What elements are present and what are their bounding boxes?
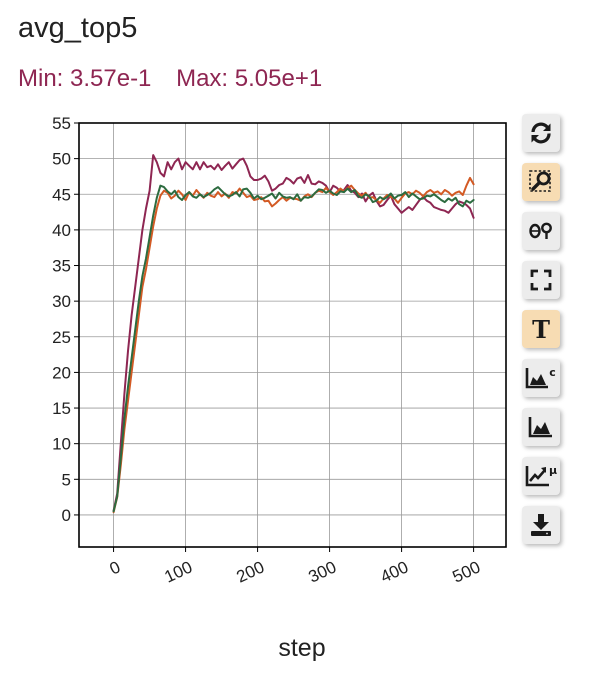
download-icon [531,514,551,536]
text-button[interactable]: T [522,310,560,348]
zoom-out-button[interactable] [522,212,560,250]
svg-text:μ: μ [549,464,557,477]
min-stat: Min: 3.57e-1 [18,65,152,92]
grid-lines [79,122,506,547]
chart-mu-button[interactable]: μ [522,457,560,495]
y-tick-label: 15 [52,399,71,418]
y-tick-label: 5 [62,470,71,489]
chart-title: avg_top5 [18,12,138,44]
series-line-3[interactable] [112,184,475,513]
x-tick-label: 400 [378,557,412,586]
y-tick-label: 0 [62,506,71,525]
plot-frame [78,122,507,548]
x-axis-label: step [278,634,326,662]
chart-c-button[interactable]: c [522,359,560,397]
svg-text:c: c [549,366,556,379]
min-max-stats: Min: 3.57e-1 Max: 5.05e+1 [18,65,340,93]
zoom-out-icon [529,222,552,239]
x-axis: 0 100 200 300 400 500 [107,547,484,587]
text-icon: T [532,316,550,342]
x-tick-label: 200 [234,557,268,586]
zoom-button[interactable] [522,163,560,201]
series-lines [112,154,475,514]
x-tick-label: 500 [450,557,484,586]
fullscreen-button[interactable] [522,261,560,299]
area-chart-c-icon: c [525,366,556,389]
zoom-rect-icon [529,170,551,192]
x-tick-label: 100 [162,557,196,586]
sync-icon [531,122,551,144]
chart-button[interactable] [522,408,560,446]
y-tick-label: 20 [52,363,71,382]
chart-toolbar: T c μ [522,114,564,555]
y-tick-label: 30 [52,292,71,311]
y-tick-label: 10 [52,435,71,454]
trend-mu-icon: μ [525,464,557,487]
x-tick-label: 300 [306,557,340,586]
reset-button[interactable] [522,114,560,152]
y-tick-label: 25 [52,328,71,347]
series-line-2[interactable] [112,176,475,514]
download-button[interactable] [522,506,560,544]
y-tick-label: 35 [52,257,71,276]
y-tick-label: 55 [52,114,71,133]
svg-text:T: T [532,316,550,342]
y-tick-label: 50 [52,150,71,169]
max-stat: Max: 5.05e+1 [176,65,323,92]
y-tick-label: 40 [52,221,71,240]
area-chart-icon [528,417,552,438]
y-axis: 0 5 10 15 20 25 30 35 40 45 50 55 [52,114,79,525]
series-line-1[interactable] [112,154,475,512]
x-tick-label: 0 [107,557,124,578]
fullscreen-icon [530,269,552,291]
y-tick-label: 45 [52,185,71,204]
